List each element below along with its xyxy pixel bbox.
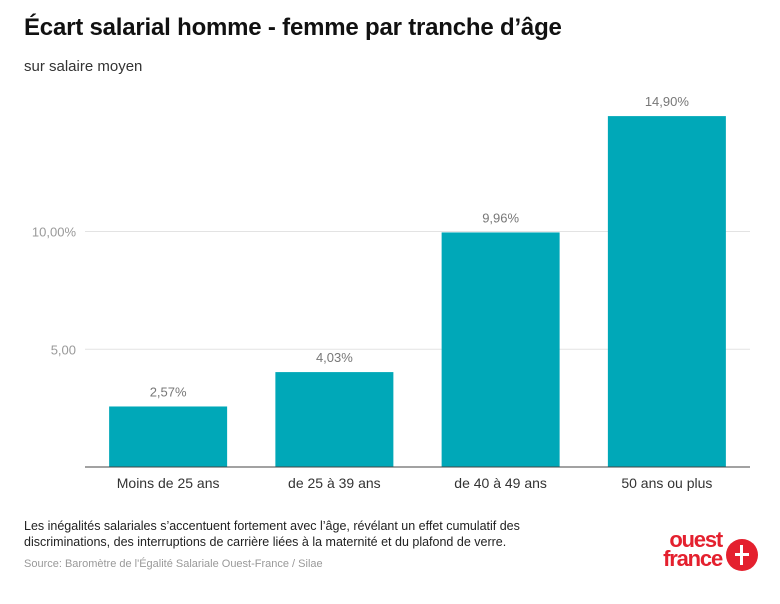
bar xyxy=(109,406,228,467)
chart-note: Les inégalités salariales s’accentuent f… xyxy=(24,519,520,549)
ouest-france-logo: ouest france xyxy=(640,527,762,578)
chart-title: Écart salarial homme - femme par tranche… xyxy=(24,14,562,41)
y-tick-label: 5,00 xyxy=(51,342,76,357)
chart-subtitle: sur salaire moyen xyxy=(24,58,143,75)
bar xyxy=(275,372,394,467)
y-tick-label: 10,00% xyxy=(32,225,77,240)
data-label: 4,03% xyxy=(316,350,353,365)
x-tick-label: 50 ans ou plus xyxy=(621,475,712,491)
data-label: 2,57% xyxy=(150,384,187,399)
x-tick-label: Moins de 25 ans xyxy=(117,475,220,491)
logo-mark-icon xyxy=(726,539,758,571)
logo-line1: ouest xyxy=(669,527,723,552)
logo-line2: france xyxy=(663,546,723,571)
logo-text: ouest france xyxy=(640,527,723,571)
data-label: 9,96% xyxy=(482,210,519,225)
x-tick-label: de 25 à 39 ans xyxy=(288,475,381,491)
chart-source: Source: Baromètre de l'Égalité Salariale… xyxy=(24,558,323,570)
x-tick-label: de 40 à 49 ans xyxy=(454,475,547,491)
bar-chart: 5,00 10,00% 2,57% Moins de 25 ans 4,03% de 25… xyxy=(32,94,750,491)
bar xyxy=(607,116,726,467)
data-label: 14,90% xyxy=(645,94,690,109)
bar xyxy=(441,232,560,467)
